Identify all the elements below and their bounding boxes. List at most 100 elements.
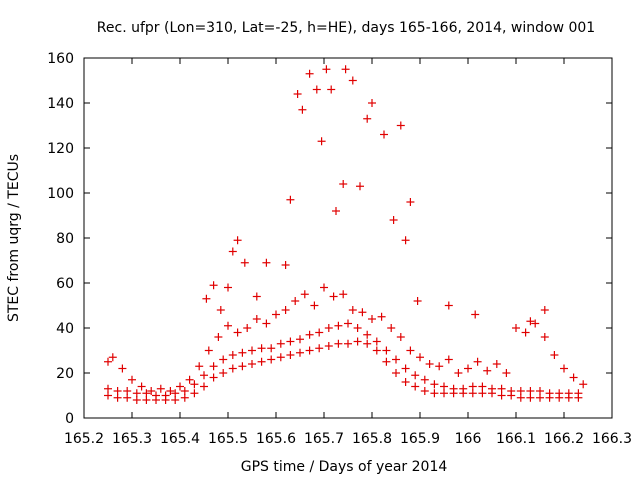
data-point-mid bbox=[574, 389, 583, 398]
data-point-upper bbox=[195, 362, 204, 371]
data-point-spikes bbox=[380, 130, 388, 139]
data-point-mid bbox=[344, 319, 352, 328]
data-point-mid bbox=[526, 387, 535, 395]
data-point-spikes bbox=[356, 182, 364, 191]
data-point-upper bbox=[339, 290, 348, 299]
data-points bbox=[104, 65, 588, 404]
data-point-mid bbox=[228, 351, 237, 359]
x-tick-label: 165.9 bbox=[400, 431, 440, 447]
data-point-upper bbox=[502, 369, 511, 377]
data-point-upper bbox=[166, 387, 175, 395]
data-point-spikes bbox=[233, 236, 242, 245]
data-point-upper bbox=[128, 375, 136, 384]
data-point-upper bbox=[262, 319, 271, 328]
data-point-base bbox=[344, 339, 352, 348]
data-point-upper bbox=[108, 353, 117, 362]
data-point-base bbox=[536, 393, 544, 402]
data-point-mid bbox=[516, 387, 525, 395]
plot-frame bbox=[83, 57, 613, 419]
data-point-upper bbox=[368, 315, 376, 323]
data-point-mid bbox=[142, 389, 151, 398]
data-point-base bbox=[401, 378, 410, 386]
data-point-upper bbox=[156, 384, 165, 393]
data-point-mid bbox=[324, 324, 333, 332]
data-point-upper bbox=[444, 355, 453, 364]
data-point-mid bbox=[248, 346, 256, 355]
y-tick-label: 80 bbox=[56, 231, 74, 247]
data-point-base bbox=[180, 393, 189, 402]
data-point-base bbox=[334, 339, 343, 348]
data-point-mid bbox=[209, 362, 218, 371]
data-point-base bbox=[526, 393, 535, 402]
data-point-mid bbox=[401, 364, 410, 373]
data-point-base bbox=[363, 339, 372, 348]
data-point-base bbox=[392, 369, 400, 377]
data-point-base bbox=[411, 382, 420, 391]
data-point-mid bbox=[564, 389, 573, 398]
data-point-base bbox=[238, 362, 247, 371]
data-point-upper bbox=[300, 290, 309, 299]
data-point-upper bbox=[492, 360, 501, 368]
data-point-base bbox=[497, 391, 506, 400]
data-point-spikes bbox=[327, 85, 336, 94]
data-point-base bbox=[257, 357, 266, 366]
data-point-spikes bbox=[444, 301, 453, 310]
data-point-upper bbox=[281, 306, 290, 314]
y-tick-label: 120 bbox=[47, 141, 74, 157]
x-tick-label: 165.6 bbox=[256, 431, 296, 447]
data-point-mid bbox=[161, 391, 170, 400]
y-axis-ticks: 0 20 40 60 80 100 120 140 160 bbox=[47, 51, 612, 427]
data-point-spikes bbox=[298, 105, 307, 114]
data-point-mid bbox=[420, 375, 429, 384]
data-point-mid bbox=[238, 348, 247, 357]
data-point-base bbox=[430, 389, 439, 398]
data-point-spikes bbox=[281, 261, 290, 269]
data-point-upper bbox=[147, 387, 156, 395]
data-point-mid bbox=[555, 389, 564, 398]
data-point-base bbox=[248, 360, 256, 368]
x-tick-label: 166.2 bbox=[544, 431, 584, 447]
data-point-spikes bbox=[341, 65, 350, 74]
data-point-upper bbox=[233, 328, 242, 337]
data-point-mid bbox=[449, 384, 458, 393]
data-point-spikes bbox=[224, 283, 232, 292]
data-point-base bbox=[478, 389, 487, 398]
data-point-upper bbox=[416, 353, 424, 362]
data-point-base bbox=[315, 344, 324, 353]
x-tick-label: 166.3 bbox=[592, 431, 632, 447]
chart-title: Rec. ufpr (Lon=310, Lat=-25, h=HE), days… bbox=[97, 20, 595, 36]
data-point-mid bbox=[488, 384, 496, 393]
data-point-spikes bbox=[363, 114, 372, 123]
data-point-base bbox=[305, 346, 314, 355]
data-point-upper bbox=[396, 333, 405, 341]
data-point-mid bbox=[296, 335, 304, 344]
data-point-upper bbox=[483, 366, 492, 375]
data-point-spikes bbox=[202, 294, 211, 303]
data-point-mid bbox=[276, 339, 285, 348]
data-point-base bbox=[142, 396, 151, 404]
data-point-mid bbox=[382, 346, 391, 355]
data-point-upper bbox=[104, 357, 112, 366]
data-point-mid bbox=[478, 382, 487, 391]
data-point-mid bbox=[334, 321, 343, 330]
data-point-mid bbox=[545, 389, 554, 398]
y-axis-label: STEC from uqrg / TECUs bbox=[6, 154, 22, 322]
y-tick-label: 160 bbox=[47, 51, 74, 67]
data-point-mid bbox=[459, 384, 468, 393]
data-point-mid bbox=[372, 337, 381, 346]
y-tick-label: 140 bbox=[47, 96, 74, 112]
data-point-base bbox=[324, 342, 333, 350]
x-tick-label: 165.4 bbox=[160, 431, 200, 447]
x-tick-label: 165.8 bbox=[352, 431, 392, 447]
data-point-upper bbox=[348, 306, 357, 314]
data-point-upper bbox=[137, 382, 146, 391]
data-point-mid bbox=[392, 355, 400, 364]
x-tick-label: 165.3 bbox=[112, 431, 152, 447]
data-point-mid bbox=[267, 344, 276, 353]
data-point-upper bbox=[387, 324, 396, 332]
data-point-upper bbox=[204, 346, 213, 355]
data-point-upper bbox=[560, 364, 568, 373]
data-point-spikes bbox=[317, 137, 326, 146]
data-point-mid bbox=[200, 371, 208, 380]
